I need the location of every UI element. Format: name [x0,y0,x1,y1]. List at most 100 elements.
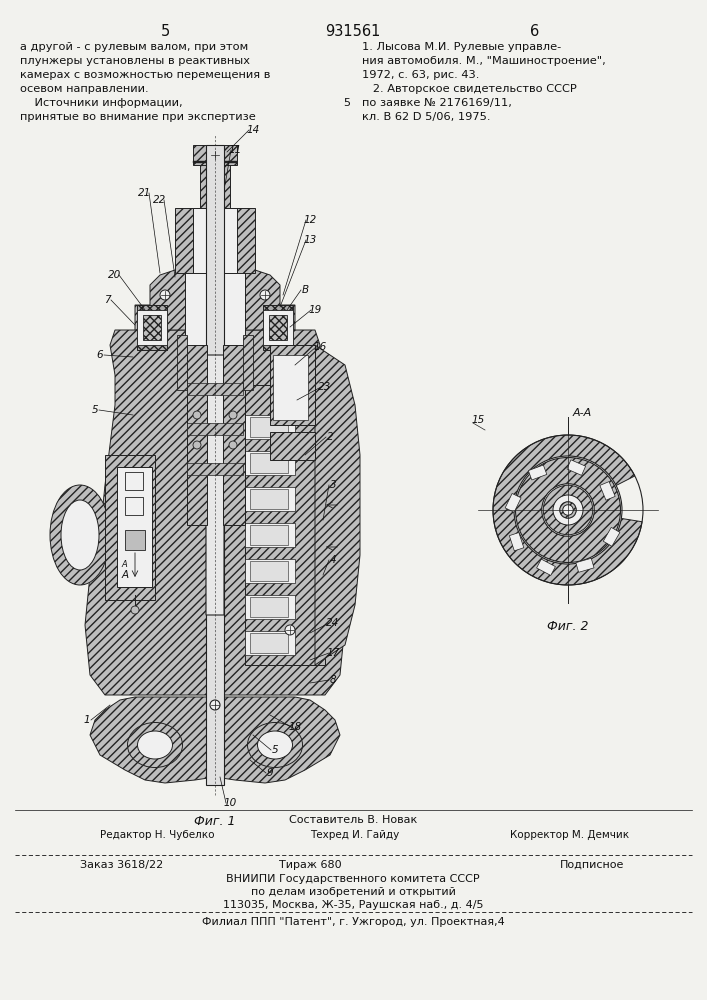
Bar [245,595,295,619]
Bar [263,310,293,345]
Text: 11: 11 [228,145,242,155]
Text: 1972, с. 63, рис. 43.: 1972, с. 63, рис. 43. [362,70,479,80]
Text: 13: 13 [303,235,317,245]
Text: 15: 15 [472,415,484,425]
Bar [245,559,295,583]
Text: камерах с возможностью перемещения в: камерах с возможностью перемещения в [20,70,270,80]
Bar [270,432,315,460]
Bar [175,208,255,273]
Bar [506,493,521,512]
Bar [177,335,187,390]
Text: 5: 5 [271,745,279,755]
Bar [537,559,556,575]
Bar [243,335,253,390]
Text: 6: 6 [97,350,103,360]
Bar [528,465,547,480]
Bar [187,463,243,475]
Text: плунжеры установлены в реактивных: плунжеры установлены в реактивных [20,56,250,66]
Text: Корректор М. Демчик: Корректор М. Демчик [510,830,629,840]
Bar [143,315,161,340]
Text: 17: 17 [327,648,339,658]
Text: Фиг. 1: Фиг. 1 [194,815,235,828]
Text: Техред И. Гайду: Техред И. Гайду [310,830,399,840]
Circle shape [229,441,237,449]
Bar [117,467,152,587]
Text: Составитель В. Новак: Составитель В. Новак [289,815,417,825]
Bar [250,597,288,617]
Text: 14: 14 [246,125,259,135]
Circle shape [160,290,170,300]
Text: по делам изобретений и открытий: по делам изобретений и открытий [250,887,455,897]
Bar [137,310,167,345]
Text: 7: 7 [104,295,110,305]
Text: 2. Авторское свидетельство СССР: 2. Авторское свидетельство СССР [362,84,577,94]
Bar [270,345,315,425]
Text: A: A [122,570,129,580]
Bar [245,451,295,475]
Text: 1: 1 [83,715,90,725]
Circle shape [553,495,583,525]
Text: A-A: A-A [573,408,592,418]
Bar [509,533,524,551]
Text: 18: 18 [288,722,302,732]
Text: 8: 8 [329,675,337,685]
Ellipse shape [257,731,293,759]
Ellipse shape [127,722,182,768]
Text: 19: 19 [308,305,322,315]
Text: по заявке № 2176169/11,: по заявке № 2176169/11, [362,98,512,108]
Text: Тираж 680: Тираж 680 [279,860,341,870]
Circle shape [543,485,592,535]
Text: 6: 6 [530,24,539,39]
Ellipse shape [50,485,110,585]
Bar [200,163,230,208]
Circle shape [131,606,139,614]
Bar [187,345,207,525]
Bar [125,472,143,490]
Polygon shape [135,270,295,330]
Circle shape [542,484,595,536]
Bar [206,145,224,785]
Bar [250,489,288,509]
Text: принятые во внимание при экспертизе: принятые во внимание при экспертизе [20,112,256,122]
Text: 10: 10 [223,798,237,808]
Circle shape [229,411,237,419]
Circle shape [563,505,573,515]
Bar [250,633,288,653]
Bar [105,455,155,600]
Circle shape [560,502,576,518]
Text: 931561: 931561 [325,24,380,39]
Bar [187,383,243,395]
Bar [250,453,288,473]
Bar [245,385,325,665]
Bar [125,497,143,515]
Bar [263,305,293,350]
Bar [576,558,594,572]
Text: 1. Лысова М.И. Рулевые управле-: 1. Лысова М.И. Рулевые управле- [362,42,561,52]
Polygon shape [315,345,360,665]
Bar [250,561,288,581]
Circle shape [260,290,270,300]
Text: Источники информации,: Источники информации, [20,98,182,108]
Text: 21: 21 [139,188,151,198]
Bar [187,423,243,435]
Bar [245,415,295,439]
Polygon shape [195,355,235,615]
Bar [273,355,308,420]
Bar [223,345,245,525]
Ellipse shape [137,731,173,759]
Text: кл. В 62 D 5/06, 1975.: кл. В 62 D 5/06, 1975. [362,112,491,122]
Text: A: A [121,560,127,569]
Text: 24: 24 [327,618,339,628]
Text: Заказ 3618/22: Заказ 3618/22 [80,860,163,870]
Bar [250,417,288,437]
Bar [250,525,288,545]
Text: 12: 12 [303,215,317,225]
Bar [245,487,295,511]
Polygon shape [90,697,340,783]
Ellipse shape [61,500,99,570]
Bar [269,315,287,340]
Text: Филиал ППП "Патент", г. Ужгород, ул. Проектная,4: Филиал ППП "Патент", г. Ужгород, ул. Про… [201,917,504,927]
Text: осевом направлении.: осевом направлении. [20,84,148,94]
Polygon shape [493,435,642,585]
Text: 2: 2 [327,432,333,442]
